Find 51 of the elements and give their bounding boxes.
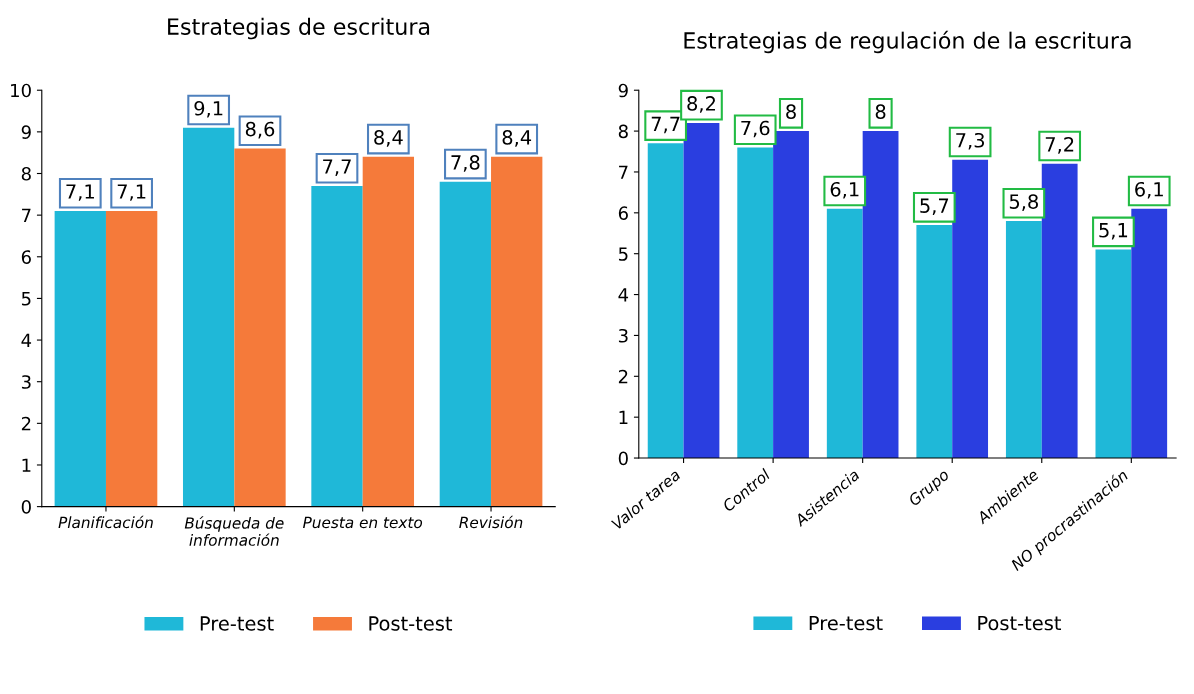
data-label: 9,1 [194, 100, 223, 118]
legend-label: Pre-test [809, 615, 883, 631]
y-tick-label: 0 [21, 500, 31, 514]
legend-label: Post-test [978, 615, 1062, 631]
data-label: 8 [875, 104, 886, 119]
data-label: 7,7 [651, 116, 680, 134]
x-tick-label: Planificación [58, 515, 153, 529]
y-tick-label: 4 [618, 288, 629, 302]
x-tick-label: Puesta en texto [303, 516, 423, 529]
y-tick-label: 3 [618, 328, 628, 343]
data-label: 8 [786, 104, 796, 119]
data-label: 8,6 [245, 121, 275, 139]
data-label: 7,2 [1045, 136, 1074, 154]
y-tick-label: 2 [21, 416, 31, 431]
data-label: 7,3 [956, 132, 985, 150]
y-tick-label: 5 [21, 292, 31, 306]
y-tick-label: 1 [22, 458, 31, 472]
y-tick-label: 8 [21, 166, 31, 181]
y-tick-label: 3 [21, 375, 31, 389]
y-tick-label: 8 [618, 124, 628, 139]
y-tick-label: 10 [11, 83, 31, 98]
chart-title: Estrategias de escritura [168, 17, 430, 40]
x-tick-label: Búsqueda de información [184, 516, 284, 546]
data-label: 7,1 [117, 184, 146, 201]
legend-label: Post-test [369, 616, 453, 631]
y-tick-label: 4 [21, 333, 32, 347]
data-label: 8,4 [374, 130, 403, 147]
y-tick-label: 6 [618, 206, 628, 220]
data-label: 5,8 [1009, 194, 1038, 211]
y-tick-label: 1 [619, 410, 628, 425]
y-tick-label: 2 [618, 369, 628, 384]
legend-label: Pre-test [200, 616, 274, 631]
y-tick-label: 7 [22, 208, 31, 222]
y-tick-label: 5 [618, 247, 628, 261]
chart-title: Estrategias de regulación de la escritura [684, 30, 1131, 54]
y-tick-label: 6 [21, 250, 31, 264]
data-label: 7,7 [323, 159, 351, 176]
data-label: 5,7 [920, 198, 949, 215]
data-label: 8,2 [687, 96, 715, 113]
y-tick-label: 9 [618, 83, 628, 98]
data-label: 6,1 [1135, 181, 1163, 199]
data-label: 5,1 [1099, 223, 1128, 240]
y-tick-label: 7 [619, 165, 628, 179]
data-label: 7,8 [451, 155, 480, 172]
data-label: 7,1 [66, 184, 94, 201]
data-label: 8,4 [502, 130, 532, 147]
data-label: 7,6 [741, 120, 770, 138]
data-label: 6,1 [830, 181, 859, 199]
y-tick-label: 9 [21, 125, 31, 139]
y-tick-label: 0 [618, 451, 628, 466]
x-tick-label: Revisión [459, 515, 523, 529]
